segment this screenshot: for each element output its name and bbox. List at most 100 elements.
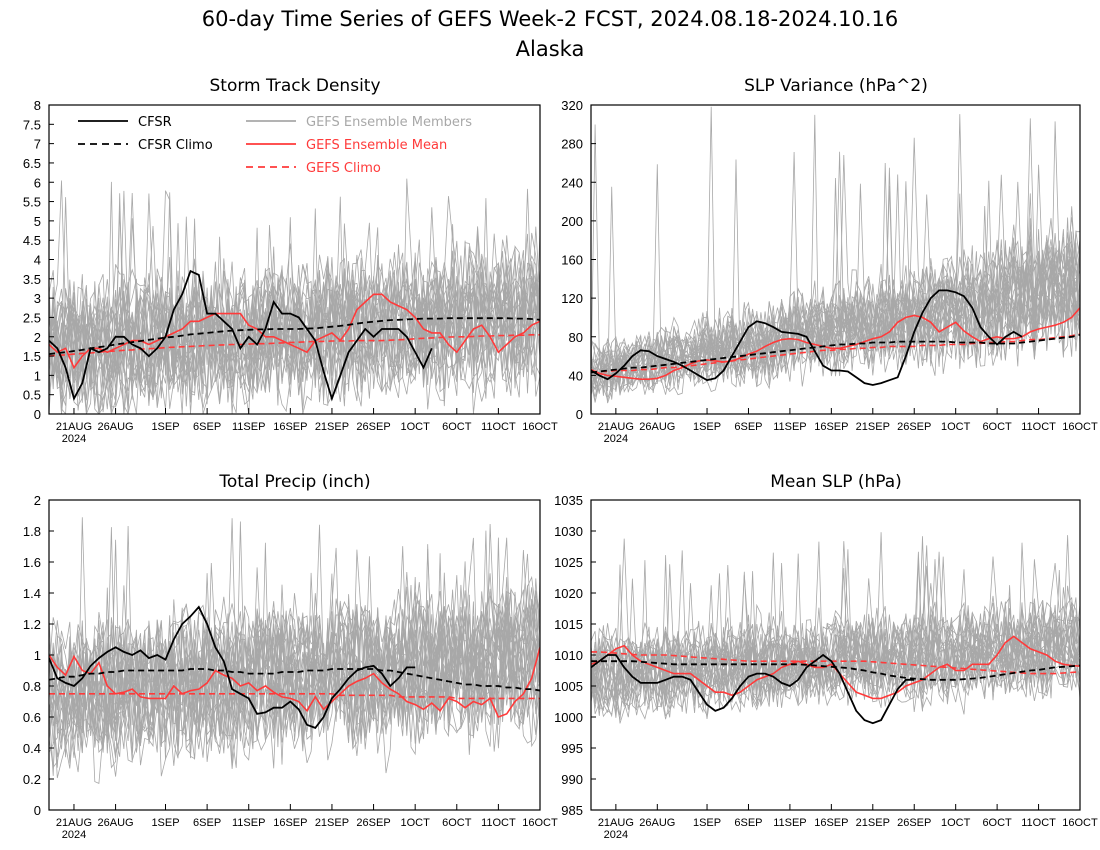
- ensemble-members: [49, 178, 540, 414]
- y-tick-label: 1.4: [23, 586, 41, 601]
- panel-title: Mean SLP (hPa): [770, 472, 902, 492]
- x-tick-label: 26SEP: [356, 817, 390, 829]
- cfsr-line: [591, 289, 1023, 386]
- y-tick-label: 1020: [554, 586, 583, 601]
- legend-label-gefs-climo: GEFS Climo: [306, 161, 381, 176]
- y-tick-label: 0: [576, 407, 583, 422]
- x-tick-label: 16SEP: [273, 421, 307, 433]
- x-tick-label: 6OCT: [982, 421, 1012, 433]
- y-tick-label: 1: [34, 368, 41, 383]
- x-tick-label: 26SEP: [897, 817, 931, 829]
- y-tick-label: 1: [34, 648, 41, 663]
- gefs-climo-line: [591, 651, 1080, 675]
- x-tick-label: 6SEP: [193, 421, 221, 433]
- y-tick-label: 1.2: [23, 617, 41, 632]
- cfsr-climo-line: [49, 668, 540, 692]
- figure-subtitle: Alaska: [516, 37, 585, 61]
- ensemble-member-line: [591, 535, 1080, 720]
- x-tick-label: 16OCT: [522, 817, 558, 829]
- x-tick-label: 16SEP: [273, 817, 307, 829]
- y-tick-label: 1015: [554, 617, 583, 632]
- y-tick-label: 3.5: [23, 272, 41, 287]
- x-tick-label: 11SEP: [232, 421, 265, 433]
- y-tick-label: 1005: [554, 679, 583, 694]
- x-tick-label: 1SEP: [151, 817, 179, 829]
- x-tick-label: 21AUG: [598, 421, 634, 433]
- y-tick-label: 0.8: [23, 679, 41, 694]
- y-tick-label: 0.2: [23, 772, 41, 787]
- y-tick-label: 4: [34, 253, 41, 268]
- y-tick-label: 1035: [554, 493, 583, 508]
- legend-label-members: GEFS Ensemble Members: [306, 115, 472, 130]
- panel-title: SLP Variance (hPa^2): [744, 76, 928, 96]
- x-tick-label: 26AUG: [639, 817, 675, 829]
- ensemble-member-line: [591, 585, 1080, 693]
- x-tick-label: 26SEP: [356, 421, 390, 433]
- x-year-label: 2024: [62, 829, 86, 841]
- y-tick-label: 320: [561, 98, 583, 113]
- y-tick-label: 7: [34, 137, 41, 152]
- x-tick-label: 21AUG: [56, 421, 92, 433]
- x-tick-label: 11OCT: [1021, 817, 1056, 829]
- y-tick-label: 6: [34, 175, 41, 190]
- y-tick-label: 1000: [554, 710, 583, 725]
- x-tick-label: 6SEP: [193, 817, 221, 829]
- x-year-label: 2024: [62, 433, 86, 445]
- x-tick-label: 6SEP: [734, 421, 762, 433]
- y-tick-label: 1.6: [23, 555, 41, 570]
- x-year-label: 2024: [604, 829, 628, 841]
- gefs-climo-line: [49, 692, 540, 700]
- x-tick-label: 26AUG: [98, 421, 134, 433]
- y-tick-label: 280: [561, 137, 583, 152]
- ensemble-member-line: [49, 548, 540, 753]
- ensemble-member-line: [49, 562, 540, 753]
- y-tick-label: 0.4: [23, 741, 41, 756]
- ensemble-member-line: [591, 541, 1080, 710]
- x-tick-label: 21SEP: [856, 421, 890, 433]
- x-tick-label: 21SEP: [856, 817, 890, 829]
- ensemble-member-line: [49, 192, 540, 406]
- x-tick-label: 1OCT: [400, 421, 430, 433]
- x-tick-label: 6OCT: [442, 421, 472, 433]
- x-tick-label: 26AUG: [639, 421, 675, 433]
- legend-label-mean: GEFS Ensemble Mean: [306, 138, 447, 153]
- y-tick-label: 3: [34, 291, 41, 306]
- y-tick-label: 4.5: [23, 233, 41, 248]
- ensemble-member-line: [49, 524, 540, 753]
- y-tick-label: 80: [569, 330, 583, 345]
- y-tick-label: 40: [569, 368, 583, 383]
- cfsr-climo-line: [591, 333, 1080, 374]
- y-tick-label: 995: [561, 741, 583, 756]
- ensemble-member-line: [591, 564, 1080, 711]
- x-tick-label: 16OCT: [522, 421, 558, 433]
- ensemble-member-line: [591, 164, 1080, 386]
- x-tick-label: 11SEP: [232, 817, 265, 829]
- gefs-climo-line: [591, 333, 1080, 373]
- figure-title: 60-day Time Series of GEFS Week-2 FCST, …: [202, 7, 899, 31]
- x-tick-label: 1SEP: [151, 421, 179, 433]
- ensemble-member-line: [591, 608, 1080, 708]
- x-tick-label: 11OCT: [481, 421, 516, 433]
- ensemble-mean-line: [49, 647, 540, 719]
- x-tick-label: 6OCT: [442, 817, 472, 829]
- x-tick-label: 1OCT: [941, 421, 971, 433]
- cfsr-line: [49, 269, 433, 402]
- panel-slp-variance: SLP Variance (hPa^2) 0 40 80 120 160 200 240 28…: [561, 76, 1098, 445]
- x-tick-label: 16SEP: [814, 421, 848, 433]
- y-tick-label: 7.5: [23, 117, 41, 132]
- x-tick-label: 1SEP: [693, 421, 721, 433]
- y-tick-label: 6.5: [23, 156, 41, 171]
- y-tick-label: 8: [34, 98, 41, 113]
- y-tick-label: 985: [561, 803, 583, 818]
- ensemble-member-line: [591, 562, 1080, 702]
- x-tick-label: 21SEP: [315, 421, 349, 433]
- y-tick-label: 2: [34, 493, 41, 508]
- y-tick-label: 0.6: [23, 710, 41, 725]
- y-tick-label: 1025: [554, 555, 583, 570]
- y-tick-label: 240: [561, 175, 583, 190]
- x-tick-label: 16OCT: [1062, 817, 1098, 829]
- x-tick-label: 1SEP: [693, 817, 721, 829]
- gefs-climo-line: [49, 333, 540, 357]
- y-tick-label: 1010: [554, 648, 583, 663]
